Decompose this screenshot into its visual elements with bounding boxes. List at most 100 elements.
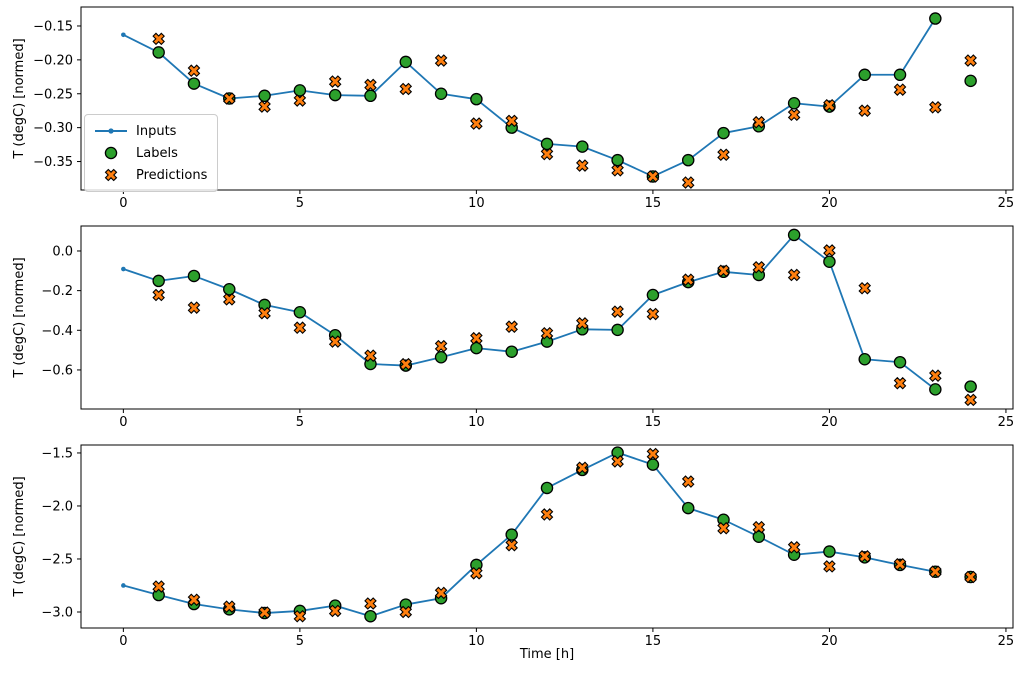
x-tick-label: 20: [821, 634, 838, 649]
labels-marker: [434, 87, 448, 101]
predictions-marker: [328, 75, 342, 88]
predictions-marker: [434, 339, 448, 353]
axes-spines: [80, 225, 1014, 410]
labels-marker: [187, 269, 201, 283]
y-tick-label: −0.20: [33, 53, 73, 68]
labels-marker: [893, 68, 907, 82]
predictions-marker: [364, 78, 377, 92]
predictions-marker: [470, 117, 483, 130]
y-tick-label: −0.6: [41, 363, 73, 378]
legend: Inputs Labels Predictions: [84, 114, 218, 192]
x-axis-ticks: 0 5 10 15 20 25: [119, 409, 1014, 430]
predictions-marker: [293, 609, 307, 623]
predictions-series: [152, 244, 977, 407]
predictions-marker: [434, 54, 448, 67]
predictions-marker: [929, 101, 942, 114]
legend-label-labels: Labels: [136, 145, 178, 161]
predictions-marker: [576, 461, 589, 475]
labels-marker: [576, 140, 589, 153]
predictions-marker: [364, 349, 377, 362]
predictions-marker: [293, 94, 307, 107]
predictions-x-icon: [104, 168, 118, 182]
predictions-marker: [681, 176, 695, 189]
labels-marker: [505, 528, 518, 541]
labels-marker: [187, 77, 201, 90]
axes-spines: [80, 444, 1014, 629]
labels-marker: [434, 351, 448, 364]
predictions-marker: [576, 159, 589, 172]
predictions-series: [152, 447, 977, 623]
y-tick-label: −2.0: [41, 499, 73, 514]
predictions-marker: [823, 560, 836, 573]
y-tick-label: −3.0: [41, 605, 73, 620]
labels-marker: [681, 153, 695, 167]
y-tick-label: −1.5: [41, 446, 73, 461]
labels-marker: [787, 96, 801, 110]
predictions-marker: [293, 321, 307, 335]
labels-marker: [893, 355, 907, 369]
labels-circle-icon: [104, 146, 118, 160]
predictions-marker: [540, 326, 554, 340]
y-tick-label: −0.30: [33, 121, 73, 136]
predictions-marker: [611, 305, 624, 318]
labels-marker: [258, 89, 271, 103]
subplot-3: 0 5 10 15 20 25 −1.5 −2.0 −2.5 −3.0: [41, 444, 1014, 649]
predictions-sample-x: [104, 168, 118, 182]
predictions-marker: [929, 369, 942, 382]
predictions-marker: [434, 586, 448, 600]
predictions-marker: [611, 164, 624, 177]
y-axis-ticks: −1.5 −2.0 −2.5 −3.0: [41, 446, 81, 620]
predictions-marker: [399, 82, 413, 96]
predictions-marker: [470, 331, 483, 345]
predictions-marker: [823, 98, 836, 112]
x-tick-label: 15: [645, 196, 662, 211]
x-tick-label: 25: [998, 196, 1015, 211]
predictions-marker: [858, 550, 872, 563]
predictions-marker: [222, 600, 236, 613]
predictions-marker: [964, 54, 977, 67]
labels-marker: [223, 282, 236, 296]
labels-marker: [152, 274, 165, 288]
x-tick-label: 15: [645, 415, 662, 430]
legend-label-inputs: Inputs: [136, 123, 177, 139]
legend-item-labels: Labels: [93, 142, 209, 164]
predictions-marker: [258, 306, 271, 320]
y-tick-label: −0.25: [33, 87, 73, 102]
predictions-marker: [646, 170, 660, 183]
y-axis-label-subplot-1: T (degC) [normed]: [12, 38, 27, 159]
predictions-marker: [576, 317, 589, 330]
y-axis-label-subplot-3: T (degC) [normed]: [12, 476, 27, 597]
predictions-marker: [893, 557, 907, 571]
inputs-dot: [121, 32, 126, 38]
y-axis-label-subplot-2: T (degC) [normed]: [12, 257, 27, 378]
x-tick-label: 10: [468, 196, 485, 211]
predictions-marker: [505, 114, 518, 128]
predictions-marker: [505, 320, 518, 334]
x-tick-label: 5: [296, 415, 304, 430]
predictions-marker: [222, 92, 236, 105]
predictions-marker: [646, 307, 660, 321]
labels-sample-circle: [104, 146, 118, 160]
labels-marker: [293, 84, 307, 97]
predictions-marker: [681, 475, 695, 488]
predictions-marker: [152, 32, 165, 46]
predictions-marker: [364, 597, 377, 610]
predictions-marker: [752, 520, 766, 534]
labels-marker: [611, 153, 624, 167]
x-axis-ticks: 0 5 10 15 20 25: [119, 628, 1014, 649]
labels-marker: [540, 137, 554, 151]
y-tick-label: −2.5: [41, 552, 73, 567]
predictions-marker: [964, 393, 977, 407]
labels-marker: [858, 352, 871, 366]
x-tick-label: 20: [821, 196, 838, 211]
predictions-marker: [681, 273, 695, 287]
labels-marker: [787, 228, 801, 242]
predictions-marker: [328, 335, 342, 348]
axes-spines: [80, 6, 1014, 191]
labels-marker: [646, 458, 660, 471]
predictions-marker: [611, 455, 624, 468]
labels-marker: [399, 55, 413, 69]
legend-item-predictions: Predictions: [93, 164, 209, 186]
x-tick-label: 5: [296, 634, 304, 649]
predictions-marker: [152, 580, 165, 593]
